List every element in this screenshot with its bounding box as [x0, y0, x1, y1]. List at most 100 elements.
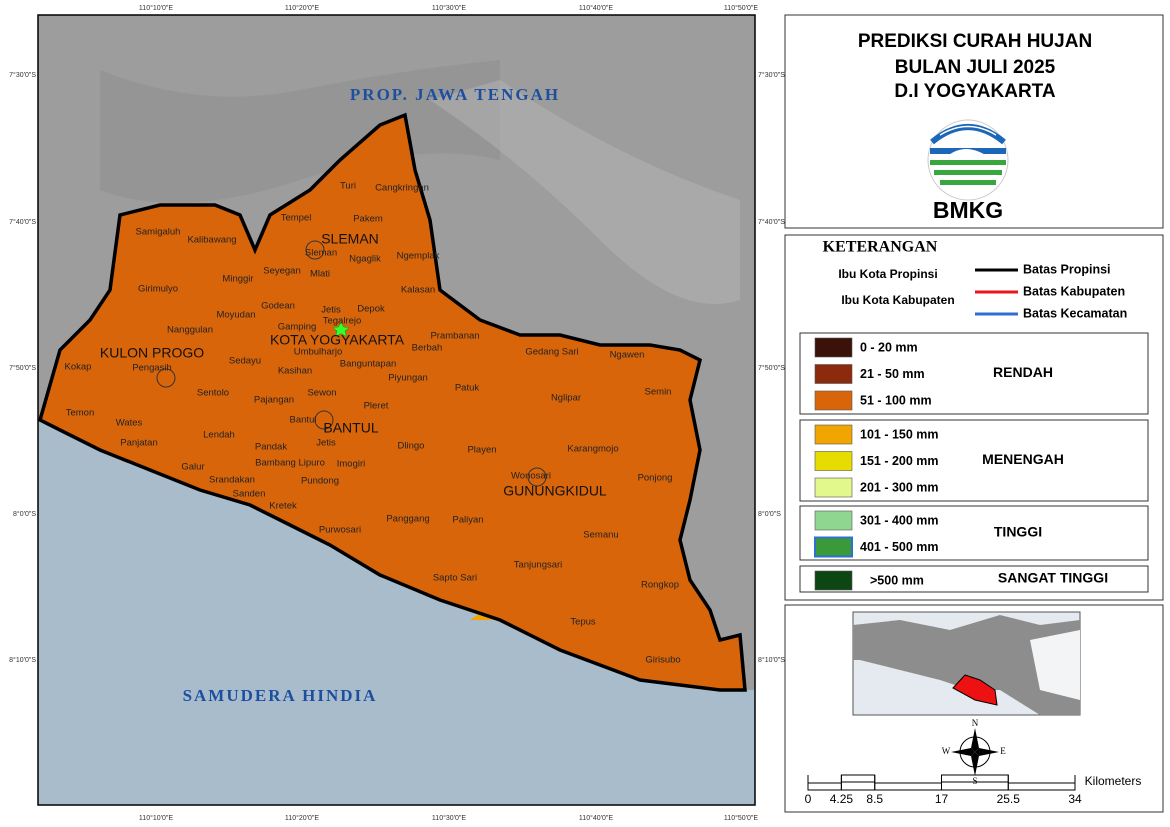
legend-class-label: 151 - 200 mm	[860, 454, 939, 468]
legend-group-label: TINGGI	[994, 524, 1042, 540]
legend-group-box	[799, 565, 1149, 593]
district-label: Jetis	[321, 305, 341, 316]
district-label: Tegalrejo	[323, 316, 362, 327]
district-label: Kretek	[269, 501, 297, 512]
district-label: Girisubo	[645, 655, 680, 666]
legend-class-label: 201 - 300 mm	[860, 480, 939, 494]
scale-tick-label: 4.25	[830, 792, 854, 806]
district-label: Tepus	[570, 617, 596, 628]
legend-line-label: Batas Kecamatan	[1023, 306, 1127, 320]
legend-swatch	[814, 477, 853, 498]
district-label: Galur	[181, 462, 204, 473]
regency-capital	[314, 410, 334, 430]
legend-swatch	[814, 390, 853, 411]
district-label: Kalibawang	[187, 235, 236, 246]
legend-group-label: MENENGAH	[982, 451, 1064, 467]
district-label: Kasihan	[278, 366, 312, 377]
legend-group-label: SANGAT TINGGI	[998, 570, 1108, 586]
scale-unit: Kilometers	[1085, 774, 1142, 788]
district-label: Panjatan	[120, 438, 158, 449]
regency-label: KOTA YOGYAKARTA	[270, 332, 405, 348]
legend-swatch	[814, 364, 853, 384]
district-label: Sapto Sari	[433, 573, 477, 584]
title: BULAN JULI 2025	[895, 57, 1056, 78]
scale-tick-label: 8.5	[866, 792, 883, 806]
legend-class-label: 0 - 20 mm	[860, 340, 918, 354]
district-label: Seyegan	[263, 266, 301, 277]
legend-line-label: Batas Kabupaten	[1023, 284, 1125, 298]
lat-label: 7°50'0"S	[9, 364, 36, 372]
legend-heading: KETERANGAN	[823, 239, 938, 256]
district-label: Nglipar	[551, 393, 581, 404]
compass-letter: S	[972, 776, 977, 786]
scale-tick-label: 17	[935, 792, 949, 806]
district-label: Paliyan	[452, 515, 483, 526]
water-label: PROP. JAWA TENGAH	[350, 85, 560, 104]
legend-symbol-label: Ibu Kota Kabupaten	[841, 293, 954, 307]
lon-label: 110°40'0"E	[579, 4, 613, 12]
legend-class-label: 301 - 400 mm	[860, 513, 939, 527]
legend-class-label: 51 - 100 mm	[860, 393, 932, 407]
district-label: Pleret	[364, 401, 389, 412]
scale-tick-label: 0	[805, 792, 812, 806]
district-label: Depok	[357, 304, 385, 315]
lon-label: 110°20'0"E	[285, 814, 319, 822]
district-label: Wonosari	[511, 471, 551, 482]
district-label: Umbulharjo	[294, 347, 343, 358]
hillshade	[100, 60, 500, 203]
logo	[927, 119, 1009, 201]
district-label: Sedayu	[229, 356, 261, 367]
scale-tick-label: 34	[1068, 792, 1082, 806]
district-label: Gedang Sari	[525, 347, 578, 358]
lon-label: 110°40'0"E	[579, 814, 613, 822]
district-label: Pundong	[301, 476, 339, 487]
district-label: Dlingo	[398, 441, 425, 452]
legend-swatch	[814, 536, 853, 558]
lon-label: 110°50'0"E	[724, 4, 758, 12]
district-label: Karangmojo	[567, 444, 618, 455]
hillshade	[430, 80, 740, 304]
regency-label: GUNUNGKIDUL	[503, 483, 607, 499]
district-label: Moyudan	[216, 310, 255, 321]
district-label: Pakem	[353, 214, 383, 225]
district-label: Cangkringan	[375, 183, 429, 194]
district-label: Girimulyo	[138, 284, 178, 295]
district-label: Pandak	[255, 442, 287, 453]
district-label: Jetis	[316, 438, 336, 449]
district-label: Semin	[645, 387, 672, 398]
district-label: Berbah	[412, 343, 443, 354]
lon-label: 110°20'0"E	[285, 4, 319, 12]
district-label: Ngaglik	[349, 254, 381, 265]
legend-class-label: 401 - 500 mm	[860, 540, 939, 554]
legend-class-label: >500 mm	[870, 573, 924, 587]
legend-class-label: 21 - 50 mm	[860, 367, 925, 381]
district-label: Tempel	[281, 213, 312, 224]
district-label: Srandakan	[209, 475, 255, 486]
legend-group-box	[799, 505, 1149, 561]
district-label: Panggang	[386, 514, 429, 525]
district-label: Sentolo	[197, 388, 229, 399]
district-label: Sanden	[233, 489, 266, 500]
lat-label: 7°30'0"S	[9, 71, 36, 79]
lat-label: 8°0'0"S	[758, 510, 781, 518]
district-label: Pajangan	[254, 395, 294, 406]
district-label: Piyungan	[388, 373, 428, 384]
legend-group-label: RENDAH	[993, 364, 1053, 380]
lon-label: 110°10'0"E	[139, 4, 173, 12]
district-label: Patuk	[455, 383, 480, 394]
regency-capital	[156, 368, 176, 388]
legend-line-label: Batas Propinsi	[1023, 262, 1111, 276]
district-label: Temon	[66, 408, 95, 419]
district-label: Lendah	[203, 430, 235, 441]
district-label: Playen	[467, 445, 496, 456]
title: D.I YOGYAKARTA	[894, 81, 1055, 102]
title: PREDIKSI CURAH HUJAN	[858, 31, 1092, 52]
lat-label: 8°0'0"S	[13, 510, 36, 518]
district-label: Prambanan	[430, 331, 479, 342]
district-label: Tanjungsari	[514, 560, 563, 571]
district-label: Imogiri	[337, 459, 366, 470]
district-label: Rongkop	[641, 580, 679, 591]
district-label: Pengasih	[132, 363, 172, 374]
legend-group-box	[799, 332, 1149, 415]
district-label: Kokap	[65, 362, 92, 373]
